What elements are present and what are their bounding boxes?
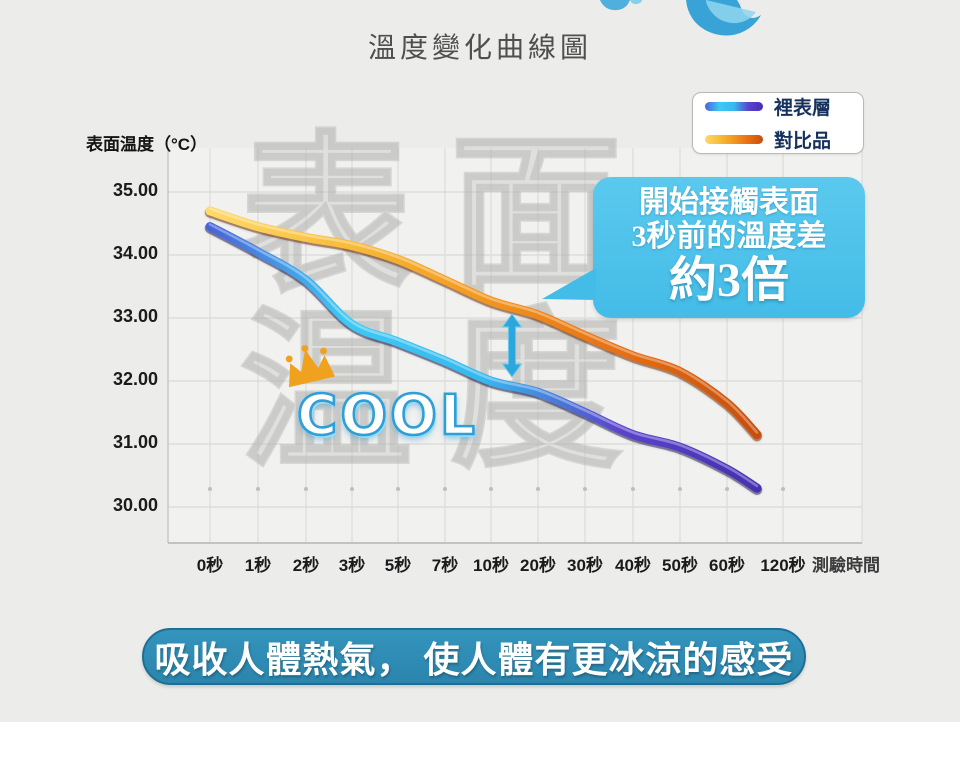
x-tick-label: 30秒 (567, 556, 603, 575)
bottom-banner: 吸收人體熱氣， 使人體有更冰涼的感受 (142, 628, 806, 685)
legend-swatch-line-icon (705, 135, 763, 144)
x-tick-label: 10秒 (473, 556, 509, 575)
water-splash-decoration (600, 0, 761, 36)
x-tick-label: 0秒 (196, 556, 224, 575)
x-tick-label: 3秒 (338, 556, 366, 575)
y-axis-title: 表面温度（°C） (86, 135, 208, 154)
y-tick-label: 32.00 (112, 369, 158, 389)
x-tick-label: 7秒 (431, 556, 459, 575)
legend-label: 裡表層 (774, 98, 832, 119)
bottom-banner-text: 吸收人體熱氣， 使人體有更冰涼的感受 (154, 639, 794, 680)
x-tick-label: 40秒 (615, 556, 651, 575)
y-tick-label: 30.00 (112, 495, 158, 515)
legend-label: 對比品 (774, 131, 832, 152)
legend-item: 裡表層 (693, 93, 863, 120)
callout-tail-pointer (542, 268, 596, 300)
y-tick-label: 34.00 (112, 243, 158, 263)
legend-item: 對比品 (693, 126, 863, 153)
x-tick-label: 120秒 (760, 556, 806, 575)
splash-blob-icon (706, 0, 756, 24)
y-tick-label: 33.00 (112, 306, 158, 326)
x-axis-title: 測驗時間 (812, 556, 880, 575)
cool-badge: COOL (296, 382, 478, 449)
x-tick-label: 50秒 (662, 556, 698, 575)
x-tick-label: 20秒 (520, 556, 556, 575)
legend-swatch-line-icon (705, 102, 763, 111)
y-tick-label: 35.00 (112, 180, 158, 200)
page-title: 溫度變化曲線圖 (367, 32, 592, 63)
callout-emphasis: 約3倍 (668, 254, 789, 307)
splash-blob-icon (630, 0, 642, 5)
callout-line-2: 3秒前的溫度差 (631, 220, 827, 253)
y-tick-label: 31.00 (112, 432, 158, 452)
chart-legend: 裡表層 對比品 (692, 92, 864, 154)
annotation-callout: 開始接觸表面 3秒前的溫度差 約3倍 (542, 177, 865, 318)
x-tick-label: 60秒 (709, 556, 745, 575)
x-tick-label: 2秒 (292, 556, 320, 575)
crown-icon (285, 344, 336, 388)
splash-blob-icon (600, 0, 630, 11)
callout-line-1: 開始接觸表面 (639, 186, 819, 219)
x-tick-label: 1秒 (244, 556, 272, 575)
x-tick-label: 5秒 (384, 556, 412, 575)
